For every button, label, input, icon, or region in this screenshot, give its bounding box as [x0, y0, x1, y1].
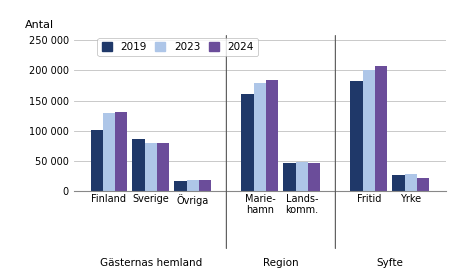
Bar	[186, 180, 199, 191]
Bar	[295, 162, 308, 191]
Bar	[241, 94, 253, 191]
Bar	[90, 130, 103, 191]
Bar	[253, 83, 265, 191]
Bar	[103, 113, 115, 191]
Bar	[362, 70, 374, 191]
Bar	[392, 176, 404, 191]
Bar	[308, 163, 319, 191]
Text: Gästernas hemland: Gästernas hemland	[100, 258, 202, 268]
Text: Syfte: Syfte	[375, 258, 403, 268]
Bar	[283, 163, 295, 191]
Text: Antal: Antal	[25, 20, 54, 29]
Legend: 2019, 2023, 2024: 2019, 2023, 2024	[97, 38, 257, 56]
Bar	[157, 143, 169, 191]
Bar	[174, 181, 186, 191]
Bar	[199, 180, 211, 191]
Bar	[115, 112, 127, 191]
Bar	[145, 143, 157, 191]
Bar	[350, 81, 362, 191]
Text: Region: Region	[263, 258, 298, 268]
Bar	[374, 66, 386, 191]
Bar	[265, 79, 278, 191]
Bar	[416, 178, 428, 191]
Bar	[404, 174, 416, 191]
Bar	[132, 139, 145, 191]
